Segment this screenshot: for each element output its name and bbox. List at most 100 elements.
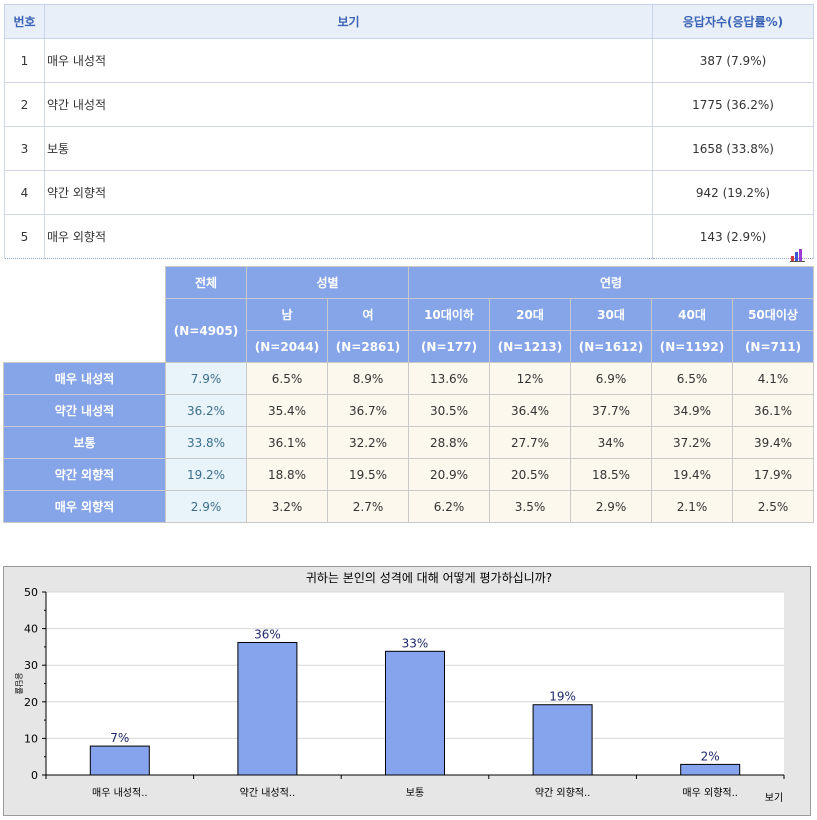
y-tick-label: 40	[24, 623, 38, 636]
crosstab-total-cell: 33.8%	[165, 426, 247, 459]
crosstab-cell: 27.7%	[489, 426, 571, 459]
crosstab-cell: 4.1%	[732, 362, 814, 395]
answer-option: 약간 외향적	[44, 170, 653, 215]
x-tick-label: 약간 내성적..	[240, 787, 296, 799]
bar	[89, 745, 150, 776]
crosstab-cell: 6.9%	[570, 362, 652, 395]
x-tick-label: 매우 외향적..	[682, 787, 738, 799]
bar-data-label: 2%	[701, 749, 720, 763]
crosstab-col-n: (N=1612)	[570, 330, 652, 363]
crosstab-cell: 37.7%	[570, 394, 652, 427]
crosstab-cell: 2.1%	[651, 490, 733, 523]
bar-chart-svg: 0 10 20 30 40 50 귀하는 본인의 성격에 대해 어떻게 평가하십니까? 응답률…	[14, 571, 785, 804]
answer-no: 2	[4, 82, 45, 127]
bar	[237, 642, 298, 776]
answer-no: 3	[4, 126, 45, 171]
crosstab-cell: 19.4%	[651, 458, 733, 491]
crosstab-row: 약간 내성적 36.2% 35.4% 36.7% 30.5% 36.4% 37.7% 34.9…	[3, 394, 814, 427]
crosstab-cell: 2.7%	[327, 490, 409, 523]
bar-chart: 0 10 20 30 40 50 귀하는 본인의 성격에 대해 어떻게 평가하십니까? 응답률…	[3, 566, 811, 816]
crosstab-age-label: 연령	[408, 266, 814, 299]
crosstab-row-label: 약간 내성적	[3, 394, 166, 427]
answer-table-header: 번호 보기 응답자수(응답률%)	[4, 4, 814, 39]
crosstab-col-label: 40대	[651, 298, 733, 331]
crosstab-cell: 2.5%	[732, 490, 814, 523]
answer-count: 942 (19.2%)	[652, 170, 814, 215]
y-tick-label: 50	[24, 586, 38, 599]
crosstab-total-cell: 36.2%	[165, 394, 247, 427]
table-row: 4 약간 외향적 942 (19.2%)	[4, 170, 814, 215]
answer-option: 약간 내성적	[44, 82, 653, 127]
chart-title: 귀하는 본인의 성격에 대해 어떻게 평가하십니까?	[306, 571, 552, 585]
bar-data-label: 36%	[254, 628, 281, 642]
answer-no: 1	[4, 38, 45, 83]
crosstab-cell: 36.4%	[489, 394, 571, 427]
crosstab-cell: 6.5%	[246, 362, 328, 395]
crosstab-cell: 36.1%	[732, 394, 814, 427]
answer-no: 4	[4, 170, 45, 215]
crosstab-cell: 3.5%	[489, 490, 571, 523]
crosstab-cell: 6.5%	[651, 362, 733, 395]
table-row: 2 약간 내성적 1775 (36.2%)	[4, 82, 814, 127]
crosstab-col-label: 20대	[489, 298, 571, 331]
x-axis-title: 보기	[765, 792, 783, 804]
bar	[532, 704, 593, 776]
answer-count: 143 (2.9%)	[652, 214, 814, 259]
y-tick-label: 10	[24, 732, 38, 745]
crosstab-col-n: (N=711)	[732, 330, 814, 363]
crosstab-cell: 18.5%	[570, 458, 652, 491]
crosstab-row-label: 매우 내성적	[3, 362, 166, 395]
answer-count: 387 (7.9%)	[652, 38, 814, 83]
crosstab-row: 매우 외향적 2.9% 3.2% 2.7% 6.2% 3.5% 2.9% 2.1% 2.5%	[3, 490, 814, 523]
crosstab-row: 약간 외향적 19.2% 18.8% 19.5% 20.9% 20.5% 18.5% 19.4…	[3, 458, 814, 491]
crosstab-col-n: (N=1213)	[489, 330, 571, 363]
bar-chart-icon[interactable]	[790, 248, 806, 262]
crosstab-gender-label: 성별	[246, 266, 409, 299]
x-tick-label: 약간 외향적..	[535, 787, 591, 799]
crosstab-cell: 6.2%	[408, 490, 490, 523]
crosstab-cell: 39.4%	[732, 426, 814, 459]
crosstab-total-cell: 2.9%	[165, 490, 247, 523]
crosstab-col-label: 50대이상	[732, 298, 814, 331]
crosstab-cell: 36.7%	[327, 394, 409, 427]
crosstab-row: 매우 내성적 7.9% 6.5% 8.9% 13.6% 12% 6.9% 6.5% 4.1%	[3, 362, 814, 395]
y-tick-label: 30	[24, 659, 38, 672]
crosstab-row: 보통 33.8% 36.1% 32.2% 28.8% 27.7% 34% 37.2% 39.4%	[3, 426, 814, 459]
answer-option: 매우 내성적	[44, 38, 653, 83]
header-count: 응답자수(응답률%)	[652, 4, 814, 39]
crosstab-col-n: (N=177)	[408, 330, 490, 363]
crosstab-col-label: 30대	[570, 298, 652, 331]
crosstab-cell: 20.9%	[408, 458, 490, 491]
bar-data-label: 19%	[549, 690, 576, 704]
crosstab-cell: 18.8%	[246, 458, 328, 491]
crosstab-cell: 34%	[570, 426, 652, 459]
crosstab-table: 전체 성별 연령 (N=4905) 남 여 10대이하 20대 30대 40대 50대이상 …	[3, 266, 814, 523]
crosstab-cell: 13.6%	[408, 362, 490, 395]
crosstab-row-label: 보통	[3, 426, 166, 459]
y-tick-label: 0	[31, 769, 38, 782]
answer-option: 매우 외향적	[44, 214, 653, 259]
x-tick-label: 보통	[406, 787, 424, 799]
crosstab-cell: 36.1%	[246, 426, 328, 459]
table-row: 3 보통 1658 (33.8%)	[4, 126, 814, 171]
crosstab-corner	[3, 266, 166, 363]
crosstab-cell: 17.9%	[732, 458, 814, 491]
crosstab-total-cell: 19.2%	[165, 458, 247, 491]
y-tick-label: 20	[24, 696, 38, 709]
answer-table: 번호 보기 응답자수(응답률%) 1 매우 내성적 387 (7.9%) 2 약간 내성…	[4, 4, 814, 259]
crosstab-cell: 3.2%	[246, 490, 328, 523]
crosstab-cell: 37.2%	[651, 426, 733, 459]
answer-no: 5	[4, 214, 45, 259]
crosstab-cell: 28.8%	[408, 426, 490, 459]
answer-option: 보통	[44, 126, 653, 171]
crosstab-cell: 30.5%	[408, 394, 490, 427]
crosstab-total-n: (N=4905)	[165, 298, 247, 363]
header-no: 번호	[4, 4, 45, 39]
crosstab-cell: 20.5%	[489, 458, 571, 491]
crosstab-row-label: 매우 외향적	[3, 490, 166, 523]
bar	[680, 763, 741, 776]
crosstab-col-label: 남	[246, 298, 328, 331]
y-axis-title: 응답률	[14, 672, 24, 694]
crosstab-cell: 35.4%	[246, 394, 328, 427]
crosstab-col-label: 10대이하	[408, 298, 490, 331]
